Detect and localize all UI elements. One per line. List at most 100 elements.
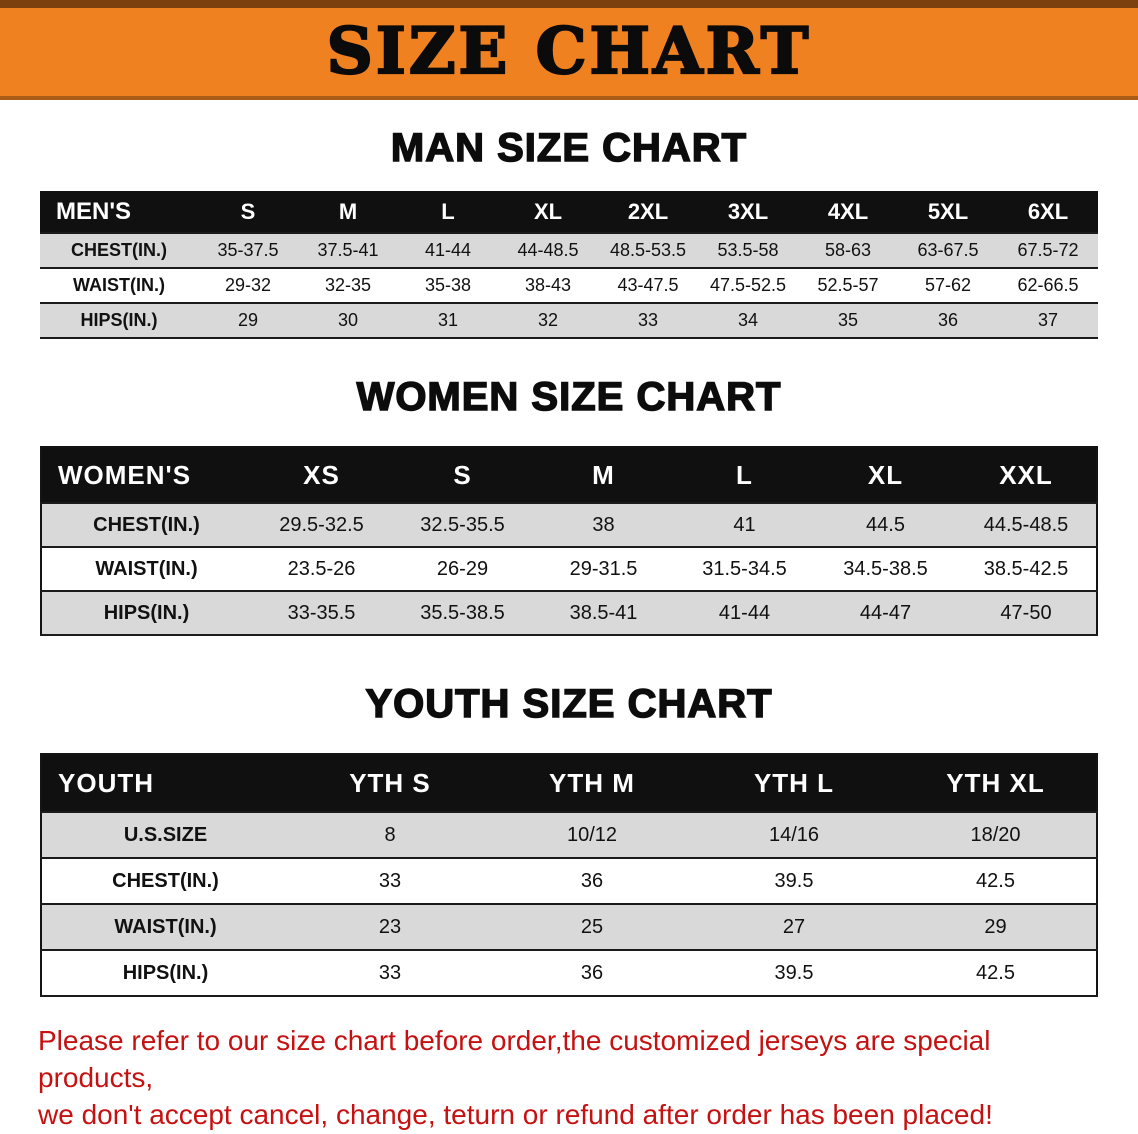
size-value-cell: 33-35.5 [287, 601, 356, 624]
size-column-header: YTH XL [895, 754, 1097, 812]
size-value-cell: 63-67.5 [917, 240, 979, 260]
size-value-cell: 41-44 [718, 601, 771, 624]
size-value-cell: 25 [580, 915, 604, 938]
row-label-cell: CHEST(IN.) [93, 513, 200, 536]
size-value-cell: 48.5-53.5 [609, 240, 687, 260]
size-value-cell: 39.5 [774, 961, 814, 984]
row-label-cell: CHEST(IN.) [112, 869, 219, 892]
disclaimer-line-1: Please refer to our size chart before or… [38, 1025, 991, 1093]
row-label-cell: HIPS(IN.) [122, 961, 209, 984]
disclaimer-line-2: we don't accept cancel, change, teturn o… [38, 1098, 993, 1130]
youth-size-section: YOUTH SIZE CHART YOUTH YTH S YTH M YTH L YTH… [0, 681, 1138, 997]
table-row: HIPS(IN.) 33 36 39.5 42.5 [41, 950, 1097, 996]
size-value-cell: 14/16 [768, 823, 820, 846]
size-value-cell: 35-37.5 [217, 240, 279, 260]
size-value-cell: 47-50 [1000, 601, 1052, 624]
size-value-cell: 35.5-38.5 [420, 601, 505, 624]
size-value-cell: 33 [378, 961, 402, 984]
disclaimer-text: Please refer to our size chart before or… [38, 1023, 1100, 1134]
table-row: HIPS(IN.) 29 30 31 32 33 34 35 36 37 [40, 303, 1098, 338]
size-value-cell: 29-32 [224, 275, 272, 295]
size-column-header: YTH L [693, 754, 895, 812]
size-column-header: 6XL [998, 191, 1098, 233]
row-label-cell: HIPS(IN.) [80, 310, 158, 330]
size-value-cell: 33 [378, 869, 402, 892]
size-column-header: M [533, 447, 674, 503]
table-title-cell: YOUTH [41, 754, 289, 812]
men-size-table: MEN'S S M L XL 2XL 3XL 4XL 5XL 6XL CHEST(IN.) 35-37… [40, 191, 1098, 339]
size-value-cell: 29.5-32.5 [279, 513, 364, 536]
table-row: WAIST(IN.) 23.5-26 26-29 29-31.5 31.5-34.5 34… [41, 547, 1097, 591]
table-row: CHEST(IN.) 29.5-32.5 32.5-35.5 38 41 44.5 44.5… [41, 503, 1097, 547]
size-value-cell: 36 [580, 869, 604, 892]
size-value-cell: 52.5-57 [817, 275, 879, 295]
size-value-cell: 34 [737, 310, 759, 330]
size-column-header: 5XL [898, 191, 998, 233]
size-value-cell: 42.5 [976, 869, 1015, 892]
size-column-header: M [298, 191, 398, 233]
size-value-cell: 23.5-26 [287, 557, 356, 580]
size-value-cell: 31.5-34.5 [702, 557, 787, 580]
size-value-cell: 32.5-35.5 [420, 513, 505, 536]
women-size-table: WOMEN'S XS S M L XL XXL CHEST(IN.) 29.5-32.5 32.5… [40, 446, 1098, 636]
size-column-header: L [674, 447, 815, 503]
size-value-cell: 43-47.5 [617, 275, 679, 295]
women-chart-heading: WOMEN SIZE CHART [356, 374, 782, 420]
size-value-cell: 41-44 [424, 240, 472, 260]
size-value-cell: 62-66.5 [1017, 275, 1079, 295]
table-row: CHEST(IN.) 35-37.5 37.5-41 41-44 44-48.5 48.5… [40, 233, 1098, 268]
size-value-cell: 44-48.5 [517, 240, 579, 260]
size-value-cell: 53.5-58 [717, 240, 779, 260]
size-column-header: S [198, 191, 298, 233]
size-value-cell: 27 [782, 915, 806, 938]
row-label-cell: WAIST(IN.) [95, 557, 198, 580]
size-column-header: XS [251, 447, 392, 503]
table-row: WAIST(IN.) 29-32 32-35 35-38 38-43 43-47.5 47.… [40, 268, 1098, 303]
size-value-cell: 33 [637, 310, 659, 330]
row-label-cell: HIPS(IN.) [103, 601, 190, 624]
size-value-cell: 36 [937, 310, 959, 330]
banner-title: SIZE CHART [326, 14, 812, 89]
size-value-cell: 29-31.5 [569, 557, 638, 580]
size-value-cell: 31 [437, 310, 459, 330]
size-value-cell: 26-29 [436, 557, 489, 580]
size-column-header: XL [815, 447, 956, 503]
table-header-row: YOUTH YTH S YTH M YTH L YTH XL [41, 754, 1097, 812]
size-value-cell: 36 [580, 961, 604, 984]
size-column-header: XL [498, 191, 598, 233]
size-value-cell: 42.5 [976, 961, 1015, 984]
table-row: WAIST(IN.) 23 25 27 29 [41, 904, 1097, 950]
size-column-header: S [392, 447, 533, 503]
size-value-cell: 29 [237, 310, 259, 330]
men-chart-heading: MAN SIZE CHART [390, 125, 748, 171]
youth-chart-heading: YOUTH SIZE CHART [365, 681, 773, 727]
size-value-cell: 67.5-72 [1017, 240, 1079, 260]
size-column-header: 2XL [598, 191, 698, 233]
size-value-cell: 39.5 [774, 869, 814, 892]
size-column-header: 3XL [698, 191, 798, 233]
size-value-cell: 10/12 [566, 823, 618, 846]
size-value-cell: 37.5-41 [317, 240, 379, 260]
size-value-cell: 34.5-38.5 [843, 557, 928, 580]
size-value-cell: 41 [733, 513, 756, 536]
size-value-cell: 23 [378, 915, 402, 938]
table-row: CHEST(IN.) 33 36 39.5 42.5 [41, 858, 1097, 904]
women-size-section: WOMEN SIZE CHART WOMEN'S XS S M L XL XXL CHEST(… [0, 374, 1138, 636]
size-column-header: 4XL [798, 191, 898, 233]
size-value-cell: 35-38 [424, 275, 472, 295]
table-title-cell: WOMEN'S [41, 447, 251, 503]
size-value-cell: 32 [537, 310, 559, 330]
size-value-cell: 38.5-42.5 [983, 557, 1069, 580]
table-title-cell: MEN'S [40, 191, 198, 233]
row-label-cell: CHEST(IN.) [71, 240, 167, 260]
size-value-cell: 38-43 [524, 275, 572, 295]
size-value-cell: 38 [592, 513, 615, 536]
table-header-row: WOMEN'S XS S M L XL XXL [41, 447, 1097, 503]
size-value-cell: 44.5-48.5 [983, 513, 1069, 536]
size-column-header: XXL [956, 447, 1097, 503]
table-header-row: MEN'S S M L XL 2XL 3XL 4XL 5XL 6XL [40, 191, 1098, 233]
row-label-cell: WAIST(IN.) [73, 275, 165, 295]
size-column-header: YTH S [289, 754, 491, 812]
size-value-cell: 29 [984, 915, 1007, 938]
size-value-cell: 8 [384, 823, 396, 846]
